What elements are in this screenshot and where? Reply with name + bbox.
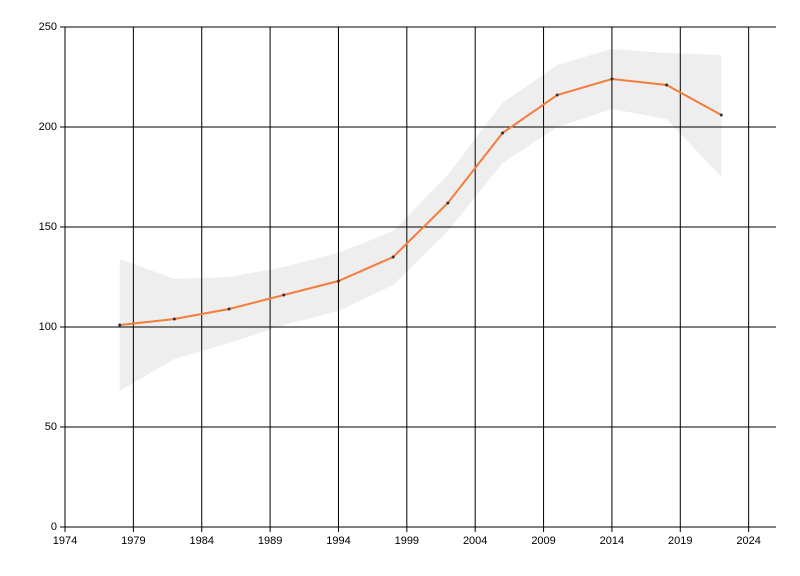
y-tick-label: 150 [39,221,57,233]
x-tick-label: 2009 [531,535,555,547]
point [282,293,286,297]
x-tick-label: 1979 [121,535,145,547]
line [119,77,722,326]
y-tick-label: 200 [39,121,57,133]
point [665,83,669,87]
point [610,77,614,81]
point [118,323,122,327]
point [501,131,505,135]
x-tick-label: 2014 [600,535,624,547]
y-tick-label: 250 [39,21,57,33]
confidence-band [119,49,722,391]
point [172,317,176,321]
point [555,93,559,97]
x-tick-label: 1999 [395,535,419,547]
point [719,113,723,117]
y-tick-label: 100 [39,321,57,333]
x-tick-label: 2024 [736,535,760,547]
y-tick-label: 50 [45,421,57,433]
x-tick-label: 1984 [189,535,213,547]
point [336,279,340,283]
point [446,201,450,205]
point [227,307,231,311]
x-tick-label: 2019 [668,535,692,547]
x-tick-label: 1989 [258,535,282,547]
x-tick-label: 1994 [326,535,350,547]
x-tick-label: 2004 [463,535,487,547]
x-tick-label: 1974 [53,535,77,547]
point [391,255,395,259]
y-tick-label: 0 [51,521,57,533]
